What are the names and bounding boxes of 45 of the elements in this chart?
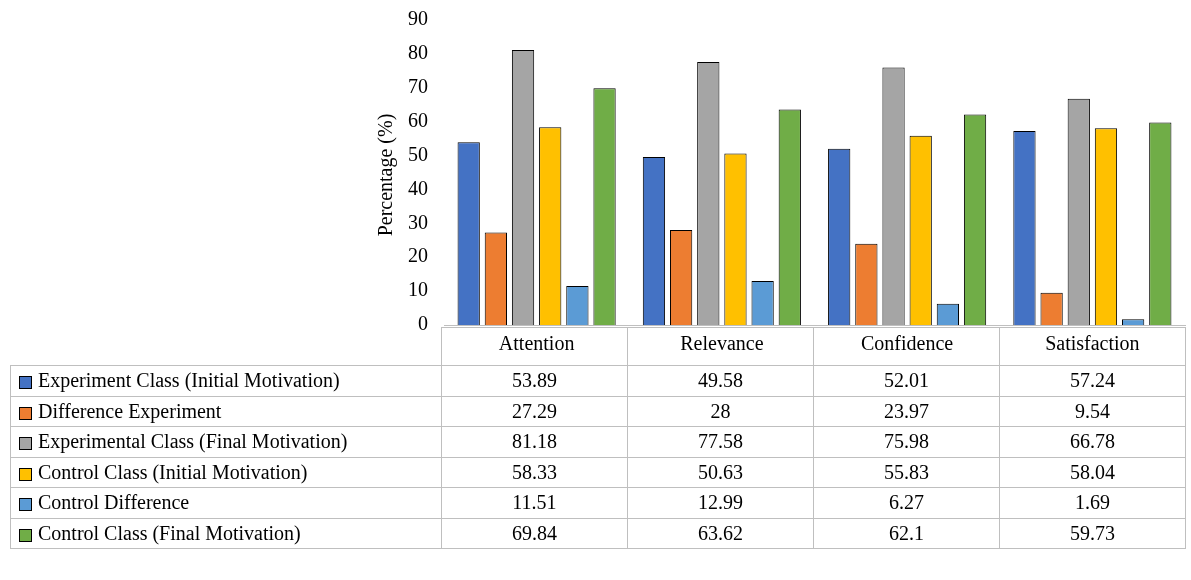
data-label: 9.54 (999, 396, 1186, 427)
data-label: 63.62 (627, 518, 814, 549)
legend-label: Difference Experiment (38, 399, 222, 422)
x-tick-label: Satisfaction (1045, 332, 1140, 355)
legend-label: Experiment Class (Initial Motivation) (38, 369, 340, 392)
x-tick-label: Confidence (861, 332, 954, 355)
data-label: 75.98 (813, 426, 1000, 457)
legend-label: Control Difference (38, 491, 190, 514)
data-label: 1.69 (999, 487, 1186, 518)
data-label: 6.27 (813, 487, 1000, 518)
y-tick-label: 30 (408, 210, 428, 233)
data-label: 62.1 (813, 518, 1000, 549)
data-label: 50.63 (627, 457, 814, 488)
data-label: 53.89 (441, 365, 628, 396)
data-label: 23.97 (813, 396, 1000, 427)
data-label: 52.01 (813, 365, 1000, 396)
data-label: 11.51 (441, 487, 628, 518)
data-label: 69.84 (441, 518, 628, 549)
y-tick-label: 20 (408, 244, 428, 267)
data-label: 12.99 (627, 487, 814, 518)
y-tick-label: 10 (408, 278, 428, 301)
x-tick-label: Attention (498, 332, 575, 355)
data-label: 58.33 (441, 457, 628, 488)
y-tick-label: 60 (408, 108, 428, 131)
data-label: 59.73 (999, 518, 1186, 549)
y-tick-label: 50 (408, 142, 428, 165)
y-tick-label: 0 (418, 312, 428, 335)
data-label: 81.18 (441, 426, 628, 457)
legend-label: Experimental Class (Final Motivation) (38, 430, 348, 453)
legend-label: Control Class (Final Motivation) (38, 521, 301, 544)
data-label: 66.78 (999, 426, 1186, 457)
legend-label: Control Class (Initial Motivation) (38, 460, 308, 483)
y-tick-label: 40 (408, 176, 428, 199)
data-label: 58.04 (999, 457, 1186, 488)
data-label: 28 (627, 396, 814, 427)
data-label: 49.58 (627, 365, 814, 396)
data-label: 27.29 (441, 396, 628, 427)
y-tick-label: 70 (408, 75, 428, 98)
data-label: 77.58 (627, 426, 814, 457)
x-tick-label: Relevance (680, 332, 764, 355)
y-tick-label: 90 (408, 7, 428, 30)
data-label: 57.24 (999, 365, 1186, 396)
y-tick-label: 80 (408, 41, 428, 64)
y-axis-title: Percentage (%) (373, 113, 397, 237)
data-label: 55.83 (813, 457, 1000, 488)
